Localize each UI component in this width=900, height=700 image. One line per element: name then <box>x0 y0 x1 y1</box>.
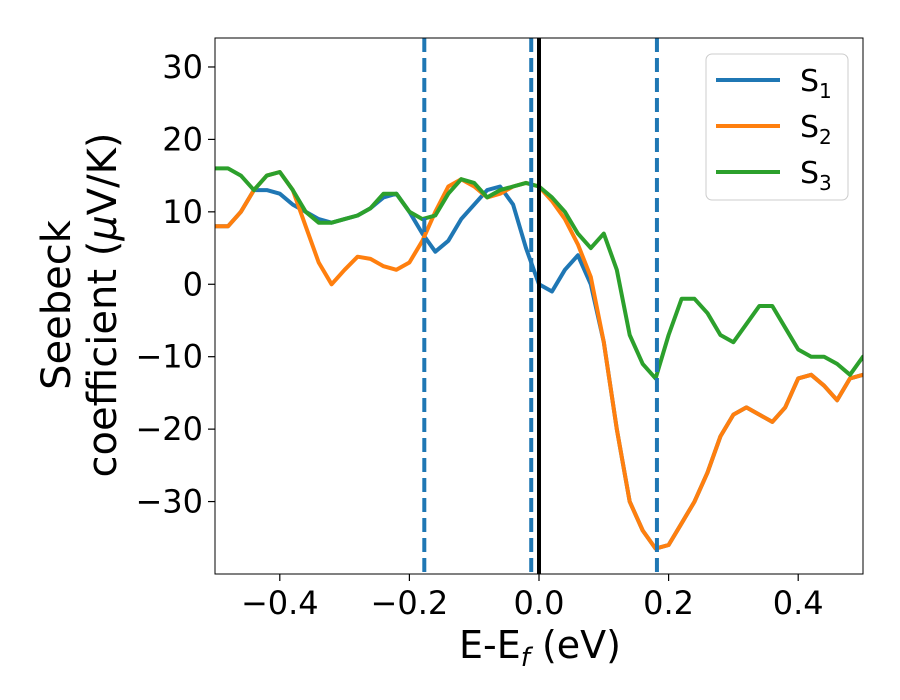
x-tick-label: −0.2 <box>371 584 449 622</box>
y-axis-label: Seebeck coefficient (μV/K) <box>34 133 126 478</box>
x-tick-label: 0.4 <box>773 584 824 622</box>
y-tick-label: 0 <box>183 265 203 303</box>
y-tick-label: −30 <box>135 483 203 521</box>
x-tick-label: 0.2 <box>643 584 694 622</box>
y-tick-label: 30 <box>162 48 203 86</box>
y-axis-label-line2: coefficient (μV/K) <box>80 133 126 478</box>
y-tick-label: 20 <box>162 120 203 158</box>
y-tick-label: 10 <box>162 193 203 231</box>
y-tick-label: −20 <box>135 410 203 448</box>
x-axis: −0.4 −0.2 0.0 0.2 0.4 <box>241 574 824 622</box>
legend-label-3: S3 <box>800 156 832 195</box>
legend: S1 S2 S3 <box>705 53 849 201</box>
y-axis: −30 −20 −10 0 10 20 30 <box>135 48 215 521</box>
x-tick-label: −0.4 <box>241 584 319 622</box>
reference-lines <box>422 38 659 574</box>
legend-label-1: S1 <box>800 64 832 103</box>
y-axis-label-line1: Seebeck <box>34 219 80 390</box>
legend-label-2: S2 <box>800 110 832 149</box>
x-tick-label: 0.0 <box>514 584 565 622</box>
x-axis-label: E-Ef (eV) <box>459 623 621 673</box>
y-tick-label: −10 <box>135 338 203 376</box>
